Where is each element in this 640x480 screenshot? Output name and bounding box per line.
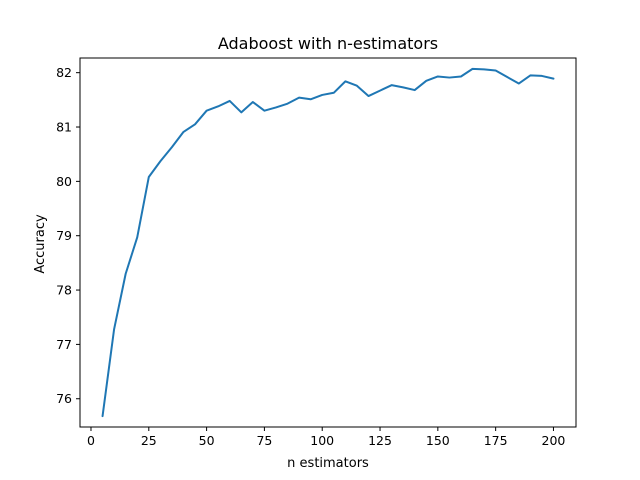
series-line <box>101 67 555 418</box>
y-axis-label: Accuracy <box>33 214 48 274</box>
series-layer <box>101 67 555 418</box>
y-tick-label: 79 <box>56 228 72 243</box>
plot-frame <box>79 57 577 428</box>
y-tick-label: 76 <box>56 391 72 406</box>
x-tick-label: 50 <box>199 433 215 448</box>
chart-title: Adaboost with n-estimators <box>218 34 438 53</box>
x-tick-label: 150 <box>426 433 450 448</box>
y-tick-label: 82 <box>56 65 72 80</box>
y-tick-label: 77 <box>56 337 72 352</box>
y-axis-ticks: 76 77 78 79 80 81 82 <box>56 65 80 406</box>
y-tick-label: 78 <box>56 283 72 298</box>
x-axis-label: n estimators <box>287 456 369 471</box>
x-tick-label: 100 <box>310 433 334 448</box>
x-tick-label: 25 <box>141 433 157 448</box>
x-axis-ticks: 0 25 50 75 100 125 150 175 200 <box>87 427 565 448</box>
x-tick-label: 200 <box>542 433 566 448</box>
y-tick-label: 81 <box>56 120 72 135</box>
x-tick-label: 0 <box>87 433 95 448</box>
x-tick-label: 125 <box>368 433 392 448</box>
x-tick-label: 75 <box>256 433 272 448</box>
x-tick-label: 175 <box>484 433 508 448</box>
y-tick-label: 80 <box>56 174 72 189</box>
